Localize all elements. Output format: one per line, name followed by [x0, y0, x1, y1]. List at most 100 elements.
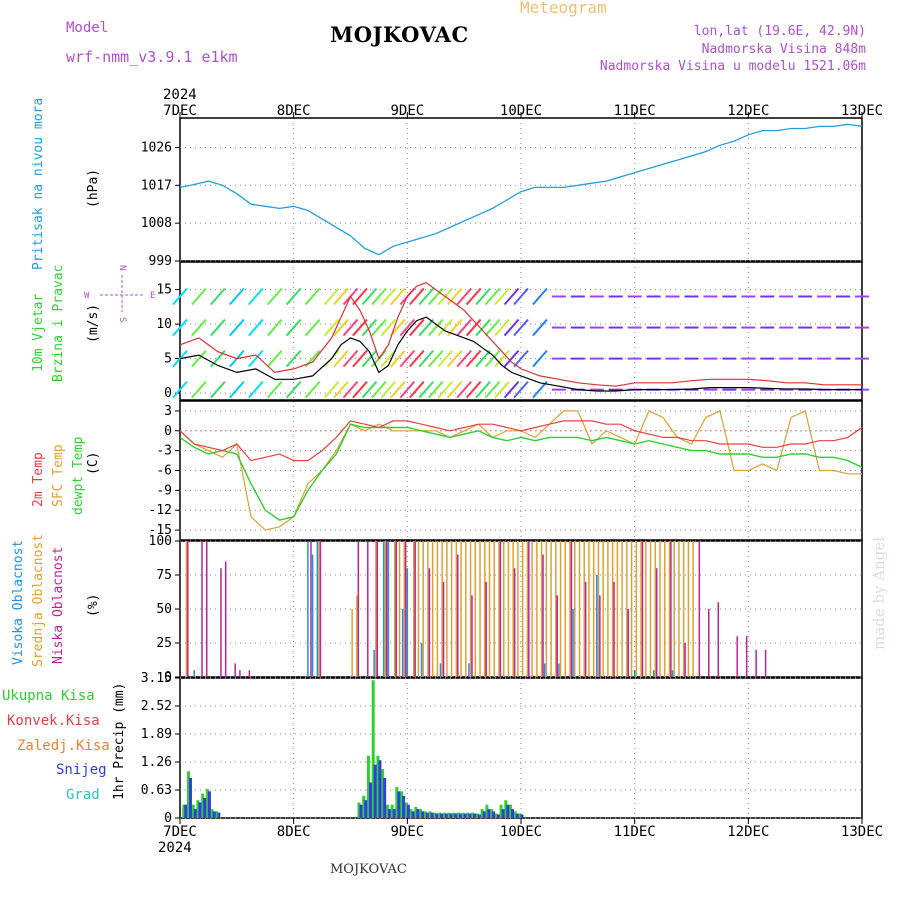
wind-barb — [380, 318, 397, 337]
wind-barb — [418, 318, 435, 337]
wind-barb — [248, 318, 264, 337]
wind-barb — [248, 349, 264, 368]
meteogram-title: Meteogram — [520, 0, 607, 17]
precip-bar-snijeg — [515, 813, 519, 818]
wind-barb — [494, 287, 510, 306]
precip-bar-snijeg — [506, 804, 510, 818]
wind-barb — [266, 287, 283, 306]
precip-bar-snijeg — [397, 791, 401, 818]
wind-barb — [248, 287, 264, 306]
precip-bar-ukupna — [215, 811, 219, 818]
temp-ylabel: 2m Temp SFC Temp dewpt Temp (C) — [31, 437, 101, 515]
legend-snijeg: Snijeg — [56, 762, 107, 778]
wind-barb — [465, 349, 482, 368]
y-tick-label: 15 — [156, 283, 172, 298]
page-title: MOJKOVAC — [330, 22, 469, 47]
wind-barb — [418, 349, 435, 368]
precip-bar-snijeg — [473, 813, 477, 818]
x-bottom-label: 13DEC — [841, 824, 883, 840]
precip-bar-ukupna — [385, 804, 389, 818]
precip-legend: Ukupna Kisa Konvek.Kisa Zaledj.Kisa Snij… — [2, 683, 127, 803]
wind-barb — [266, 349, 283, 368]
precip-bar-snijeg — [383, 778, 387, 818]
x-top-label: 12DEC — [727, 103, 769, 119]
precip-bar-ukupna — [447, 812, 451, 818]
precip-bar-snijeg — [496, 814, 500, 818]
wind-barb — [513, 380, 529, 399]
wind-barb — [352, 380, 368, 399]
precip-bar-snijeg — [421, 811, 425, 818]
wind-barb — [361, 287, 378, 306]
wind-barb — [361, 349, 378, 368]
wind-barb — [409, 287, 425, 306]
wind-barb — [191, 380, 207, 399]
cloud-ylabel-unit: (%) — [86, 594, 101, 617]
precip-bar-snijeg — [203, 798, 207, 818]
x-top-label: 10DEC — [500, 103, 542, 119]
precip-bar-ukupna — [461, 812, 465, 818]
x-bottom-year: 2024 — [158, 840, 192, 856]
wind-barb — [409, 380, 425, 399]
wind-barb — [409, 318, 425, 337]
precip-bar-snijeg — [364, 800, 368, 818]
precip-bar-ukupna — [210, 809, 214, 818]
wind-barb — [229, 380, 245, 399]
x-top-label: 11DEC — [614, 103, 656, 119]
precip-bar-ukupna — [191, 804, 195, 818]
x-top-label: 7DEC — [163, 103, 197, 119]
y-tick-label: 1.26 — [141, 755, 172, 770]
compass-w: W — [84, 291, 90, 301]
y-tick-label: 0 — [164, 670, 172, 685]
precip-bar-ukupna — [504, 800, 508, 818]
x-bottom-label: 12DEC — [727, 824, 769, 840]
wind-barb — [342, 318, 359, 337]
precip-bar-snijeg — [511, 809, 515, 818]
wind-barb — [532, 287, 548, 306]
y-tick-label: -15 — [149, 523, 172, 538]
wind-compass: N E S W — [84, 265, 155, 322]
precip-bar-ukupna — [409, 809, 413, 818]
precip-bar-snijeg — [430, 812, 434, 818]
wind-barb — [285, 318, 302, 337]
wind-barb — [418, 287, 435, 306]
wind-barb — [437, 380, 453, 399]
wind-barb — [484, 318, 501, 337]
precip-bar-snijeg — [212, 811, 216, 818]
precip-bar-ukupna — [371, 680, 375, 818]
wind-barb — [285, 380, 302, 399]
precip-bar-snijeg — [425, 812, 429, 818]
y-tick-label: 999 — [149, 254, 172, 269]
wind-barb — [304, 318, 321, 337]
wind-gust-line — [179, 282, 862, 387]
wind-barb — [333, 349, 349, 368]
precip-bar-ukupna — [196, 800, 200, 818]
wind-barb — [342, 380, 359, 399]
x-bottom-label: 11DEC — [614, 824, 656, 840]
wind-barb — [503, 380, 520, 399]
cloud-ylabel-mid: Srednja Oblacnost — [31, 534, 46, 667]
precip-bar-snijeg — [392, 809, 396, 818]
wind-barb — [333, 380, 349, 399]
wind-barb — [513, 349, 529, 368]
x-top-label: 9DEC — [390, 103, 424, 119]
wind-ylabel-3: (m/s) — [86, 304, 101, 343]
x-top-label: 8DEC — [277, 103, 311, 119]
precip-bar-ukupna — [475, 813, 479, 818]
cloud-ylabel: Visoka Oblacnost Srednja Oblacnost Niska… — [11, 534, 101, 667]
legend-konvek: Konvek.Kisa — [7, 713, 100, 729]
y-tick-label: 0 — [164, 424, 172, 439]
precip-bar-snijeg — [411, 811, 415, 818]
model-altitude-label: Nadmorska Visina u modelu 1521.06m — [599, 59, 866, 74]
y-tick-label: 100 — [149, 534, 172, 549]
precip-bar-ukupna — [513, 811, 517, 818]
wind-barb — [191, 349, 207, 368]
y-tick-label: -3 — [156, 444, 172, 459]
precip-bar-ukupna — [494, 813, 498, 818]
wind-barb — [532, 318, 548, 337]
precip-bar-snijeg — [387, 809, 391, 818]
y-tick-label: -12 — [149, 503, 172, 518]
precip-bar-ukupna — [400, 791, 404, 818]
wind-barb — [475, 380, 491, 399]
wind-barb — [399, 380, 416, 399]
